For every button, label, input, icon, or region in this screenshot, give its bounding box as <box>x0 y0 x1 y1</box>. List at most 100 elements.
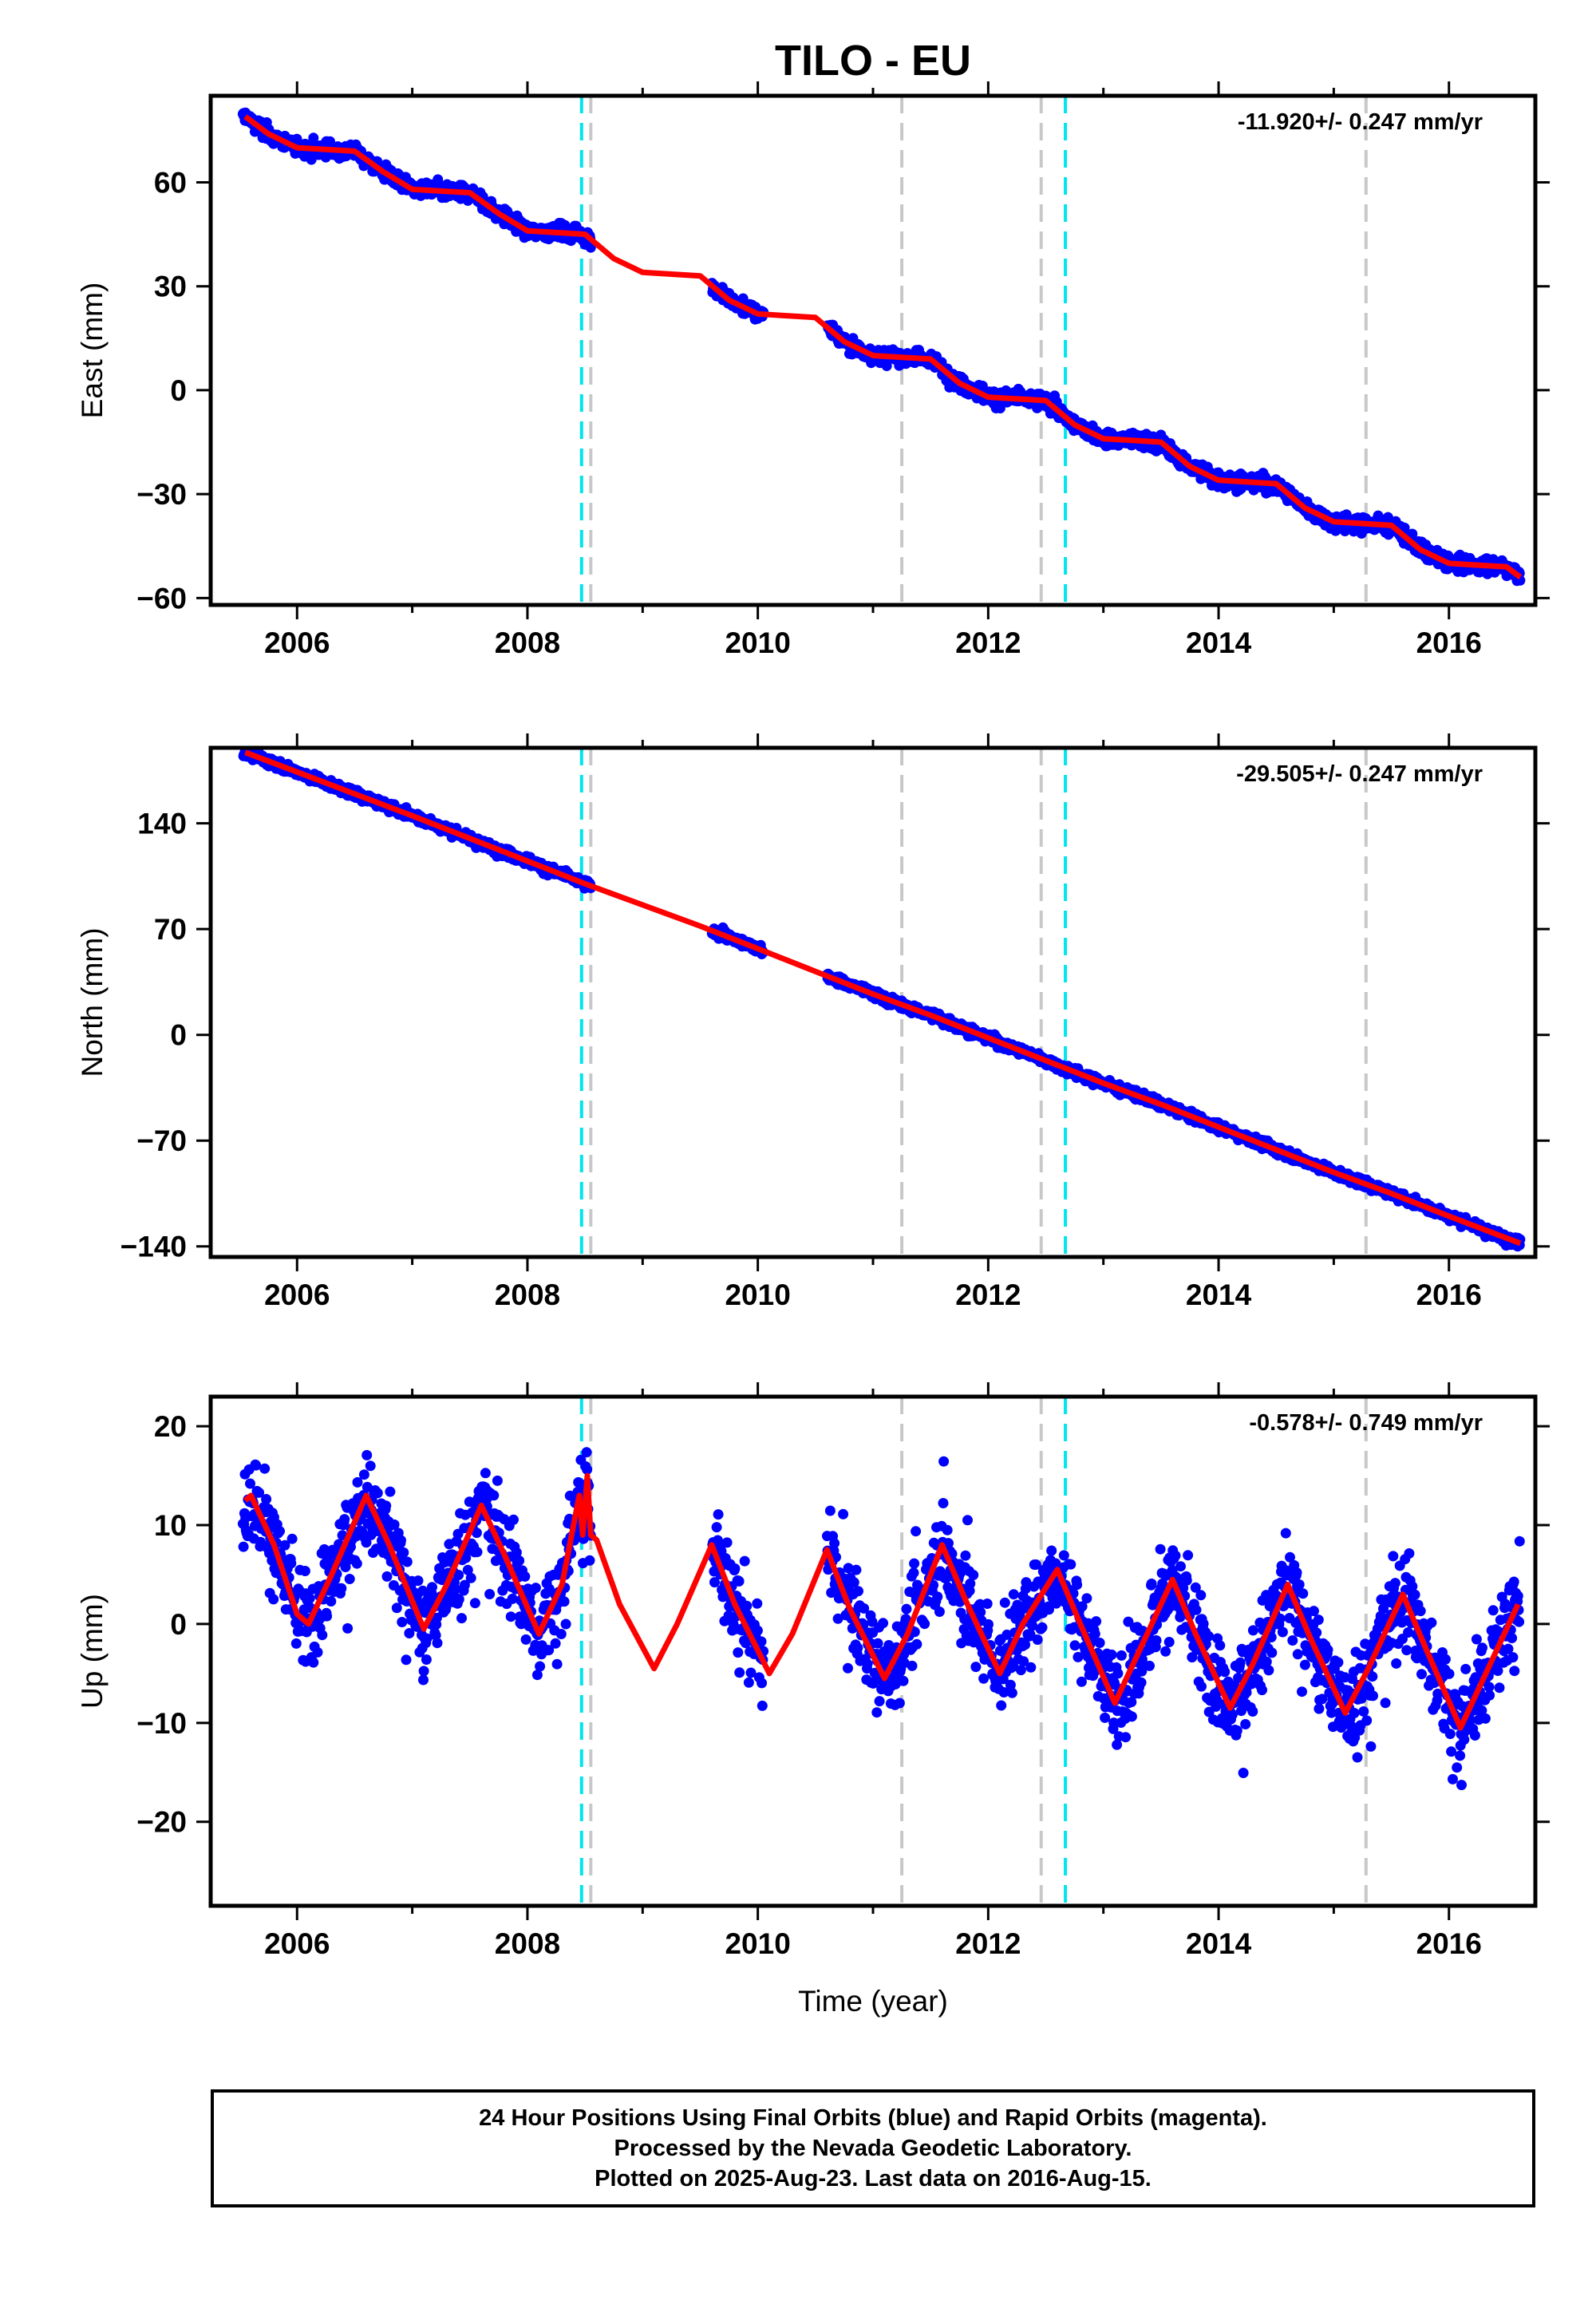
data-point <box>900 1614 911 1625</box>
data-point <box>919 1618 930 1630</box>
data-point <box>757 1700 768 1711</box>
data-point <box>757 1678 768 1689</box>
data-point <box>721 1537 733 1548</box>
y-tick-label: 30 <box>154 271 187 303</box>
data-point <box>878 1618 889 1629</box>
x-tick-label: 2016 <box>1416 626 1482 659</box>
data-point <box>469 1598 480 1609</box>
plot-area <box>238 748 1526 1257</box>
data-point <box>962 1515 973 1526</box>
data-point <box>530 1583 541 1594</box>
data-point <box>361 1481 373 1492</box>
data-point <box>968 1570 979 1580</box>
data-point <box>535 1661 546 1672</box>
x-tick-label: 2010 <box>725 1279 790 1311</box>
data-point <box>752 1625 763 1636</box>
y-axis-label: East (mm) <box>76 283 109 419</box>
data-point <box>911 1638 922 1650</box>
data-point <box>344 1574 355 1584</box>
rate-label: -11.920+/- 0.247 mm/yr <box>1238 109 1483 135</box>
data-point <box>943 1538 954 1549</box>
data-point <box>453 1594 464 1605</box>
data-point <box>852 1642 863 1654</box>
data-point <box>848 1577 859 1588</box>
data-point <box>511 1547 522 1558</box>
data-point <box>1407 528 1418 539</box>
data-point <box>261 1494 272 1504</box>
data-point <box>427 1582 437 1593</box>
data-point <box>389 1519 400 1530</box>
data-point <box>418 1674 429 1686</box>
data-point <box>372 1488 383 1499</box>
data-point <box>739 1555 750 1567</box>
x-tick-label: 2012 <box>955 1279 1021 1311</box>
data-point <box>326 1596 337 1607</box>
data-point <box>894 1697 905 1709</box>
data-point <box>259 1463 271 1474</box>
plot-area <box>237 1397 1525 1906</box>
data-point <box>471 1528 482 1539</box>
data-point <box>465 1572 476 1583</box>
data-point <box>909 1558 920 1569</box>
x-tick-label: 2006 <box>264 1279 330 1311</box>
x-tick-label: 2008 <box>495 626 560 659</box>
data-point <box>352 1476 363 1488</box>
data-point <box>459 1579 470 1591</box>
data-point <box>391 1603 402 1614</box>
rate-label: -29.505+/- 0.247 mm/yr <box>1236 761 1483 787</box>
data-point <box>421 1633 433 1644</box>
y-tick-label: −140 <box>120 1231 187 1263</box>
data-point <box>829 1538 840 1549</box>
data-point <box>519 1571 531 1582</box>
x-tick-label: 2014 <box>1186 626 1252 659</box>
x-tick-label: 2012 <box>955 626 1021 659</box>
y-tick-label: 0 <box>170 374 187 407</box>
data-point <box>508 1514 519 1525</box>
data-point <box>381 1571 393 1582</box>
data-point <box>713 1509 724 1520</box>
data-point <box>942 1524 953 1535</box>
data-point <box>874 1696 885 1707</box>
data-point <box>396 1535 406 1546</box>
data-point <box>472 1547 483 1558</box>
data-point <box>322 1611 333 1622</box>
data-point <box>312 1646 323 1658</box>
data-point <box>709 1577 720 1588</box>
data-point <box>520 1634 531 1645</box>
data-point <box>453 1570 464 1580</box>
y-tick-label: −60 <box>136 582 187 615</box>
data-point <box>733 1647 744 1658</box>
data-point <box>299 1566 310 1576</box>
data-point <box>286 1533 298 1544</box>
data-point <box>254 1487 265 1498</box>
data-point <box>351 1558 362 1569</box>
data-point <box>729 1563 741 1574</box>
data-point <box>965 1578 976 1589</box>
data-point <box>290 1638 302 1649</box>
data-point <box>838 1508 849 1520</box>
plot-area <box>237 96 1526 605</box>
data-point <box>907 1660 918 1671</box>
x-tick-label: 2014 <box>1186 1279 1252 1311</box>
data-point <box>745 1667 757 1678</box>
data-point <box>543 1645 555 1656</box>
data-point <box>413 1575 424 1587</box>
data-point <box>832 1613 843 1624</box>
data-point <box>960 1550 971 1561</box>
y-tick-label: −30 <box>136 478 187 511</box>
data-point <box>397 1617 408 1627</box>
data-point <box>911 1526 922 1537</box>
data-point <box>741 1600 753 1611</box>
data-point <box>275 1526 285 1537</box>
data-point <box>251 1460 262 1471</box>
data-point <box>268 1594 279 1605</box>
data-point <box>462 1564 473 1575</box>
observed-points <box>238 748 1526 1252</box>
data-point <box>559 1596 570 1607</box>
data-point <box>555 1629 567 1639</box>
data-point <box>432 1638 443 1649</box>
data-point <box>401 1654 412 1666</box>
